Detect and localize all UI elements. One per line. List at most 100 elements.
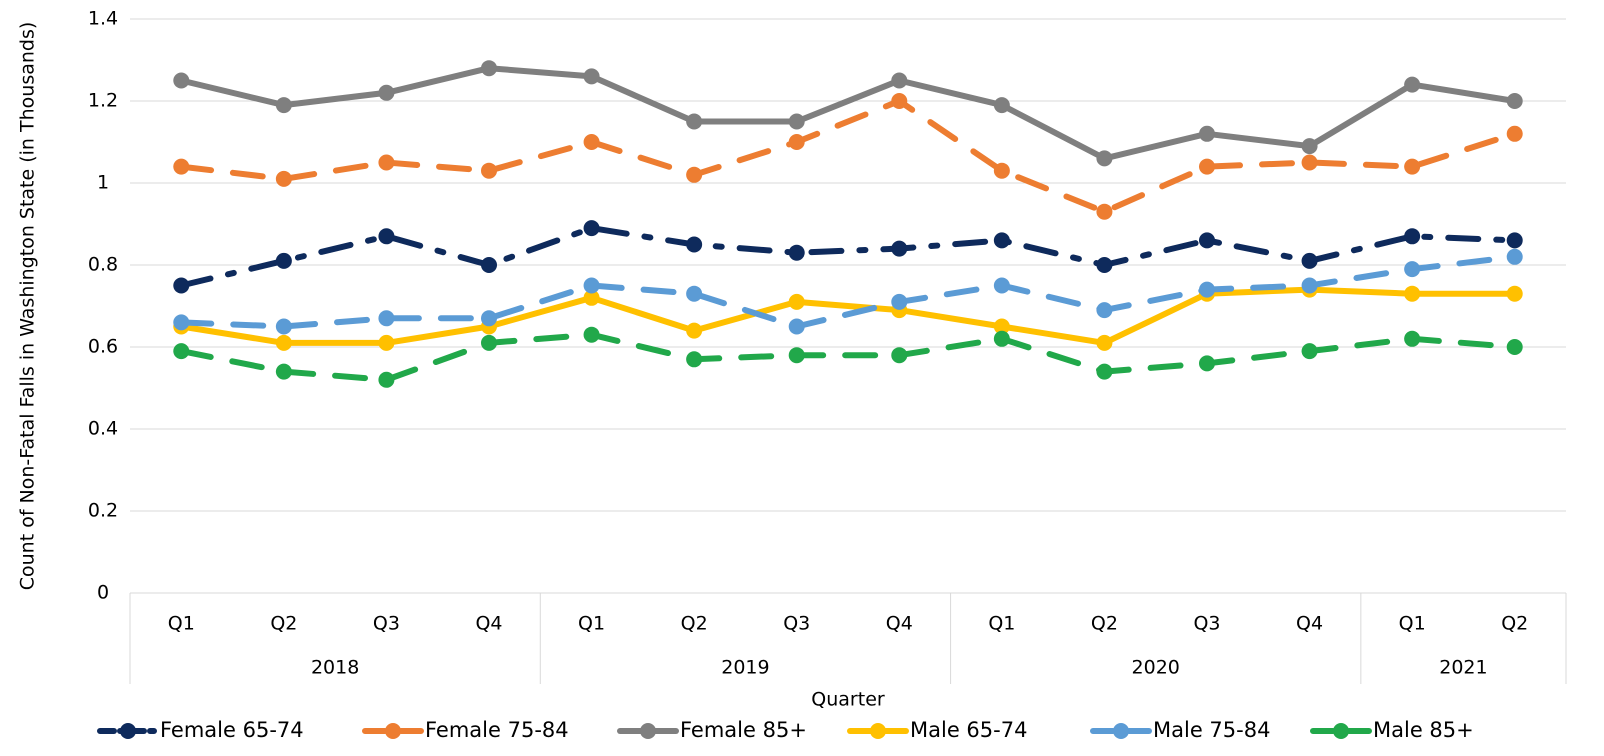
data-point [1199, 232, 1215, 249]
x-group-label: 2021 [1439, 657, 1487, 679]
data-point [275, 363, 292, 380]
data-point [1096, 203, 1113, 220]
data-point [583, 326, 600, 343]
data-point [993, 232, 1010, 249]
data-point [993, 162, 1010, 179]
data-point [788, 318, 805, 335]
data-point [993, 277, 1010, 294]
legend-marker [1113, 723, 1129, 739]
data-point [993, 330, 1010, 347]
data-point [788, 113, 805, 130]
y-tick-label: 0.4 [88, 418, 118, 440]
data-point [1506, 93, 1523, 109]
y-tick-label: 0.2 [88, 500, 118, 522]
data-point [1096, 257, 1113, 273]
y-tick-label: 0.6 [88, 336, 118, 358]
x-tick-label: Q3 [373, 613, 400, 635]
data-point [173, 277, 190, 294]
x-tick-label: Q1 [1399, 613, 1426, 635]
x-tick-label: Q2 [681, 613, 708, 635]
data-point [1506, 232, 1523, 249]
data-point [1404, 76, 1421, 93]
data-point [275, 252, 292, 269]
data-point [891, 293, 908, 310]
legend-marker [870, 723, 886, 739]
data-point [378, 310, 395, 327]
data-point [788, 244, 805, 261]
data-point [686, 322, 703, 339]
y-tick-label: 1 [97, 172, 109, 194]
data-point [993, 97, 1010, 114]
data-point [1506, 248, 1523, 265]
data-point [891, 240, 908, 257]
data-point [1301, 277, 1318, 294]
x-tick-label: Q2 [1091, 613, 1118, 635]
legend-label: Male 65-74 [910, 718, 1027, 742]
data-point [583, 68, 600, 85]
data-point [583, 134, 600, 150]
data-point [173, 314, 190, 331]
data-point [1301, 252, 1318, 269]
data-point [891, 93, 908, 109]
data-point [788, 293, 805, 310]
data-point [275, 334, 292, 351]
data-point [583, 277, 600, 294]
data-point [686, 236, 703, 253]
data-point [481, 60, 497, 77]
data-point [481, 162, 497, 179]
data-point [1199, 158, 1215, 175]
data-point [1404, 261, 1421, 278]
legend-label: Male 85+ [1373, 718, 1474, 742]
x-tick-label: Q1 [578, 613, 605, 635]
data-point [891, 72, 908, 89]
x-tick-label: Q4 [886, 613, 913, 635]
data-point [1096, 363, 1113, 380]
data-point [173, 158, 190, 175]
x-group-label: 2019 [721, 657, 769, 679]
data-point [1199, 125, 1215, 142]
data-point [173, 72, 190, 89]
data-point [1404, 228, 1421, 245]
data-point [378, 154, 395, 171]
series-line [178, 331, 1518, 383]
data-point [378, 371, 395, 388]
data-point [275, 170, 292, 187]
data-point [173, 343, 190, 360]
data-point [378, 334, 395, 351]
data-point [481, 334, 497, 351]
y-tick-label: 1.4 [88, 8, 118, 30]
legend-marker [385, 723, 401, 739]
y-axis-title: Count of Non-Fatal Falls in Washington S… [17, 22, 39, 591]
data-point [378, 84, 395, 101]
data-point [788, 347, 805, 364]
data-point [378, 228, 395, 245]
series-line [178, 286, 1518, 346]
data-point [1404, 330, 1421, 347]
x-tick-label: Q4 [475, 613, 502, 635]
data-point [583, 220, 600, 237]
data-point [275, 97, 292, 114]
series-line [178, 98, 1518, 215]
x-tick-label: Q2 [1501, 613, 1528, 635]
legend-label: Female 65-74 [160, 718, 304, 742]
y-tick-label: 0.8 [88, 254, 118, 276]
data-point [1096, 334, 1113, 351]
series-line [178, 253, 1518, 330]
series-line [178, 225, 1518, 289]
legend-marker [1333, 723, 1349, 739]
legend-label: Female 85+ [680, 718, 807, 742]
x-tick-label: Q2 [270, 613, 297, 635]
legend-label: Male 75-84 [1153, 718, 1270, 742]
x-group-label: 2018 [311, 657, 359, 679]
data-point [1301, 154, 1318, 171]
data-point [275, 318, 292, 335]
data-point [1199, 281, 1215, 298]
data-point [481, 257, 497, 273]
data-point [1096, 302, 1113, 319]
data-point [481, 310, 497, 327]
data-point [1301, 138, 1318, 155]
y-tick-label: 1.2 [88, 90, 118, 112]
data-point [1506, 285, 1523, 302]
data-point [1301, 343, 1318, 360]
